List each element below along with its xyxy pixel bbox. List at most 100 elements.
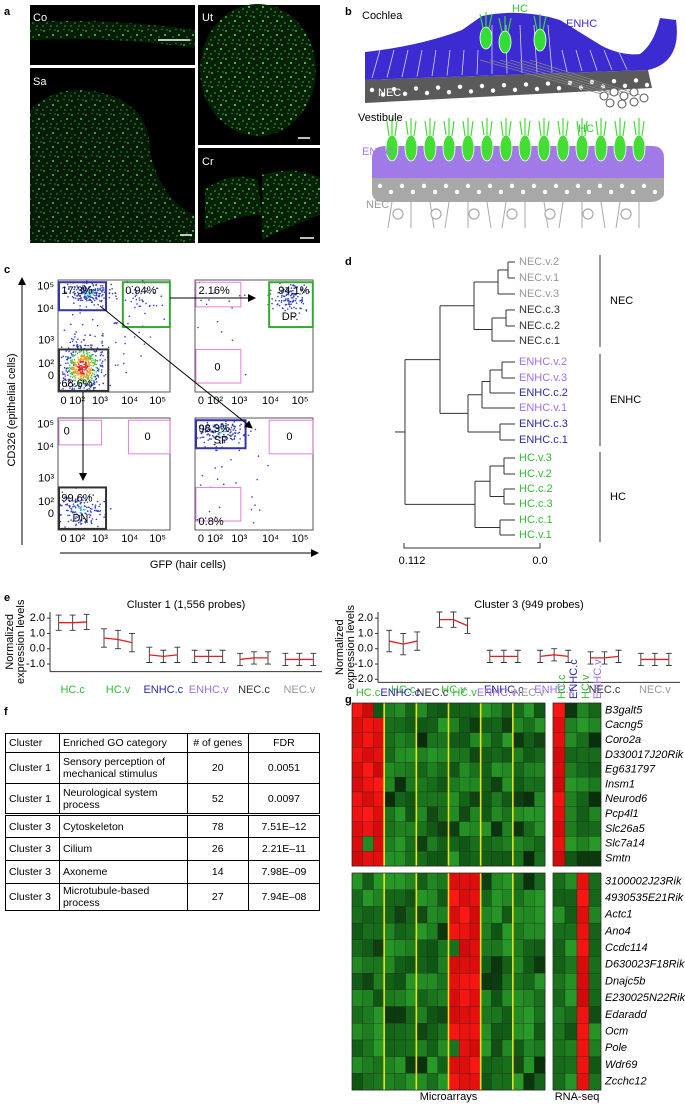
heatmap-cell [588, 717, 602, 733]
event-dot [206, 429, 208, 432]
heatmap-cell [501, 1073, 514, 1091]
heatmap-cell [384, 747, 396, 763]
heatmap-cell [373, 791, 385, 808]
heatmap-cell [469, 732, 482, 748]
event-dot [206, 421, 209, 424]
event-dot [83, 354, 86, 356]
heatmap-cell [351, 851, 364, 867]
event-dot [110, 283, 113, 286]
event-dot [87, 380, 90, 383]
heatmap-cell [459, 922, 471, 941]
event-dot [70, 360, 72, 362]
gate [58, 281, 108, 312]
heatmap-cell [552, 762, 566, 778]
event-dot [145, 302, 147, 305]
heatmap-cell [405, 702, 417, 719]
nucleus [622, 83, 628, 89]
heatmap-cell [459, 1023, 471, 1041]
event-dot [133, 336, 136, 338]
heatmap-cell [437, 1006, 449, 1024]
event-dot [92, 359, 95, 361]
heatmap-cell [552, 1073, 566, 1091]
event-dot [77, 500, 80, 502]
heatmap-cell [480, 762, 492, 778]
heatmap-cell [576, 889, 590, 907]
event-dot [103, 291, 106, 293]
event-dot [274, 299, 277, 302]
event-dot [71, 313, 74, 316]
event-dot [148, 305, 151, 308]
heatmap-cell [384, 806, 396, 822]
heatmap-cell [351, 791, 364, 808]
event-dot [244, 373, 247, 376]
heatmap-cell [416, 889, 428, 907]
event-dot [82, 366, 84, 369]
leaf-label: ENHC.c.1 [519, 434, 568, 446]
event-dot [239, 428, 241, 430]
event-dot [81, 370, 84, 372]
table-cell: Sensory perception of mechanical stimulu… [58, 752, 188, 784]
heatmap-cell [469, 702, 482, 719]
heatmap-cell [512, 939, 524, 957]
table-cell: Cluster 1 [5, 752, 60, 784]
event-dot [71, 359, 74, 361]
event-dot [99, 289, 101, 291]
table-row: Cluster 3 Cilium 26 2.21E–11 [5, 837, 321, 861]
event-dot [97, 295, 100, 297]
nec-label: NEC [378, 87, 401, 99]
heatmap-cell [469, 836, 482, 852]
event-dot [280, 301, 283, 303]
event-dot [202, 436, 205, 439]
event-dot [73, 290, 76, 293]
heatmap-cell [426, 973, 439, 991]
heatmap-cell [588, 776, 602, 793]
y-tick-label: 0 [48, 370, 54, 382]
event-dot [101, 360, 104, 362]
heatmap-cell [405, 747, 417, 763]
hair-cell [518, 134, 532, 162]
y-tick-label: 2.0 [358, 612, 373, 624]
event-dot [141, 300, 144, 302]
leaf-label: ENHC.c.2 [519, 387, 568, 399]
heatmap-cell [523, 1056, 535, 1074]
group-label: HC [610, 491, 626, 503]
event-dot [81, 323, 84, 326]
heatmap-cell [576, 872, 590, 891]
event-dot [76, 370, 79, 373]
heatmap-cell [576, 851, 590, 867]
event-dot [80, 375, 83, 377]
heatmap-cell [552, 889, 566, 907]
heatmap-cell [437, 747, 449, 763]
heatmap-cell [523, 989, 535, 1007]
nucleus [435, 85, 441, 90]
event-dot [81, 496, 84, 498]
nucleus [446, 90, 452, 95]
nucleus [380, 92, 386, 97]
event-dot [304, 290, 307, 292]
event-dot [90, 360, 93, 362]
heatmap-cell [416, 872, 428, 891]
heatmap-cell [459, 889, 471, 907]
event-dot [81, 360, 83, 363]
event-dot [99, 354, 102, 357]
event-dot [73, 370, 75, 373]
event-dot [60, 346, 63, 348]
group-label: ENHC [610, 394, 641, 406]
event-dot [292, 289, 294, 292]
event-dot [69, 357, 72, 360]
heatmap-cell [576, 747, 590, 763]
event-dot [85, 287, 88, 290]
heatmap-cell [448, 973, 460, 991]
event-dot [73, 302, 75, 304]
heatmap-cell [416, 989, 428, 1007]
cell-border [446, 49, 451, 76]
ganglion [605, 98, 615, 108]
heatmap-cell [362, 956, 374, 974]
heatmap-cell [534, 989, 546, 1007]
event-dot [72, 503, 75, 505]
heatmap-cell [437, 922, 449, 941]
event-dot [230, 438, 233, 440]
event-dot [85, 358, 88, 360]
event-dot [94, 361, 96, 363]
hair-cell [480, 134, 494, 162]
